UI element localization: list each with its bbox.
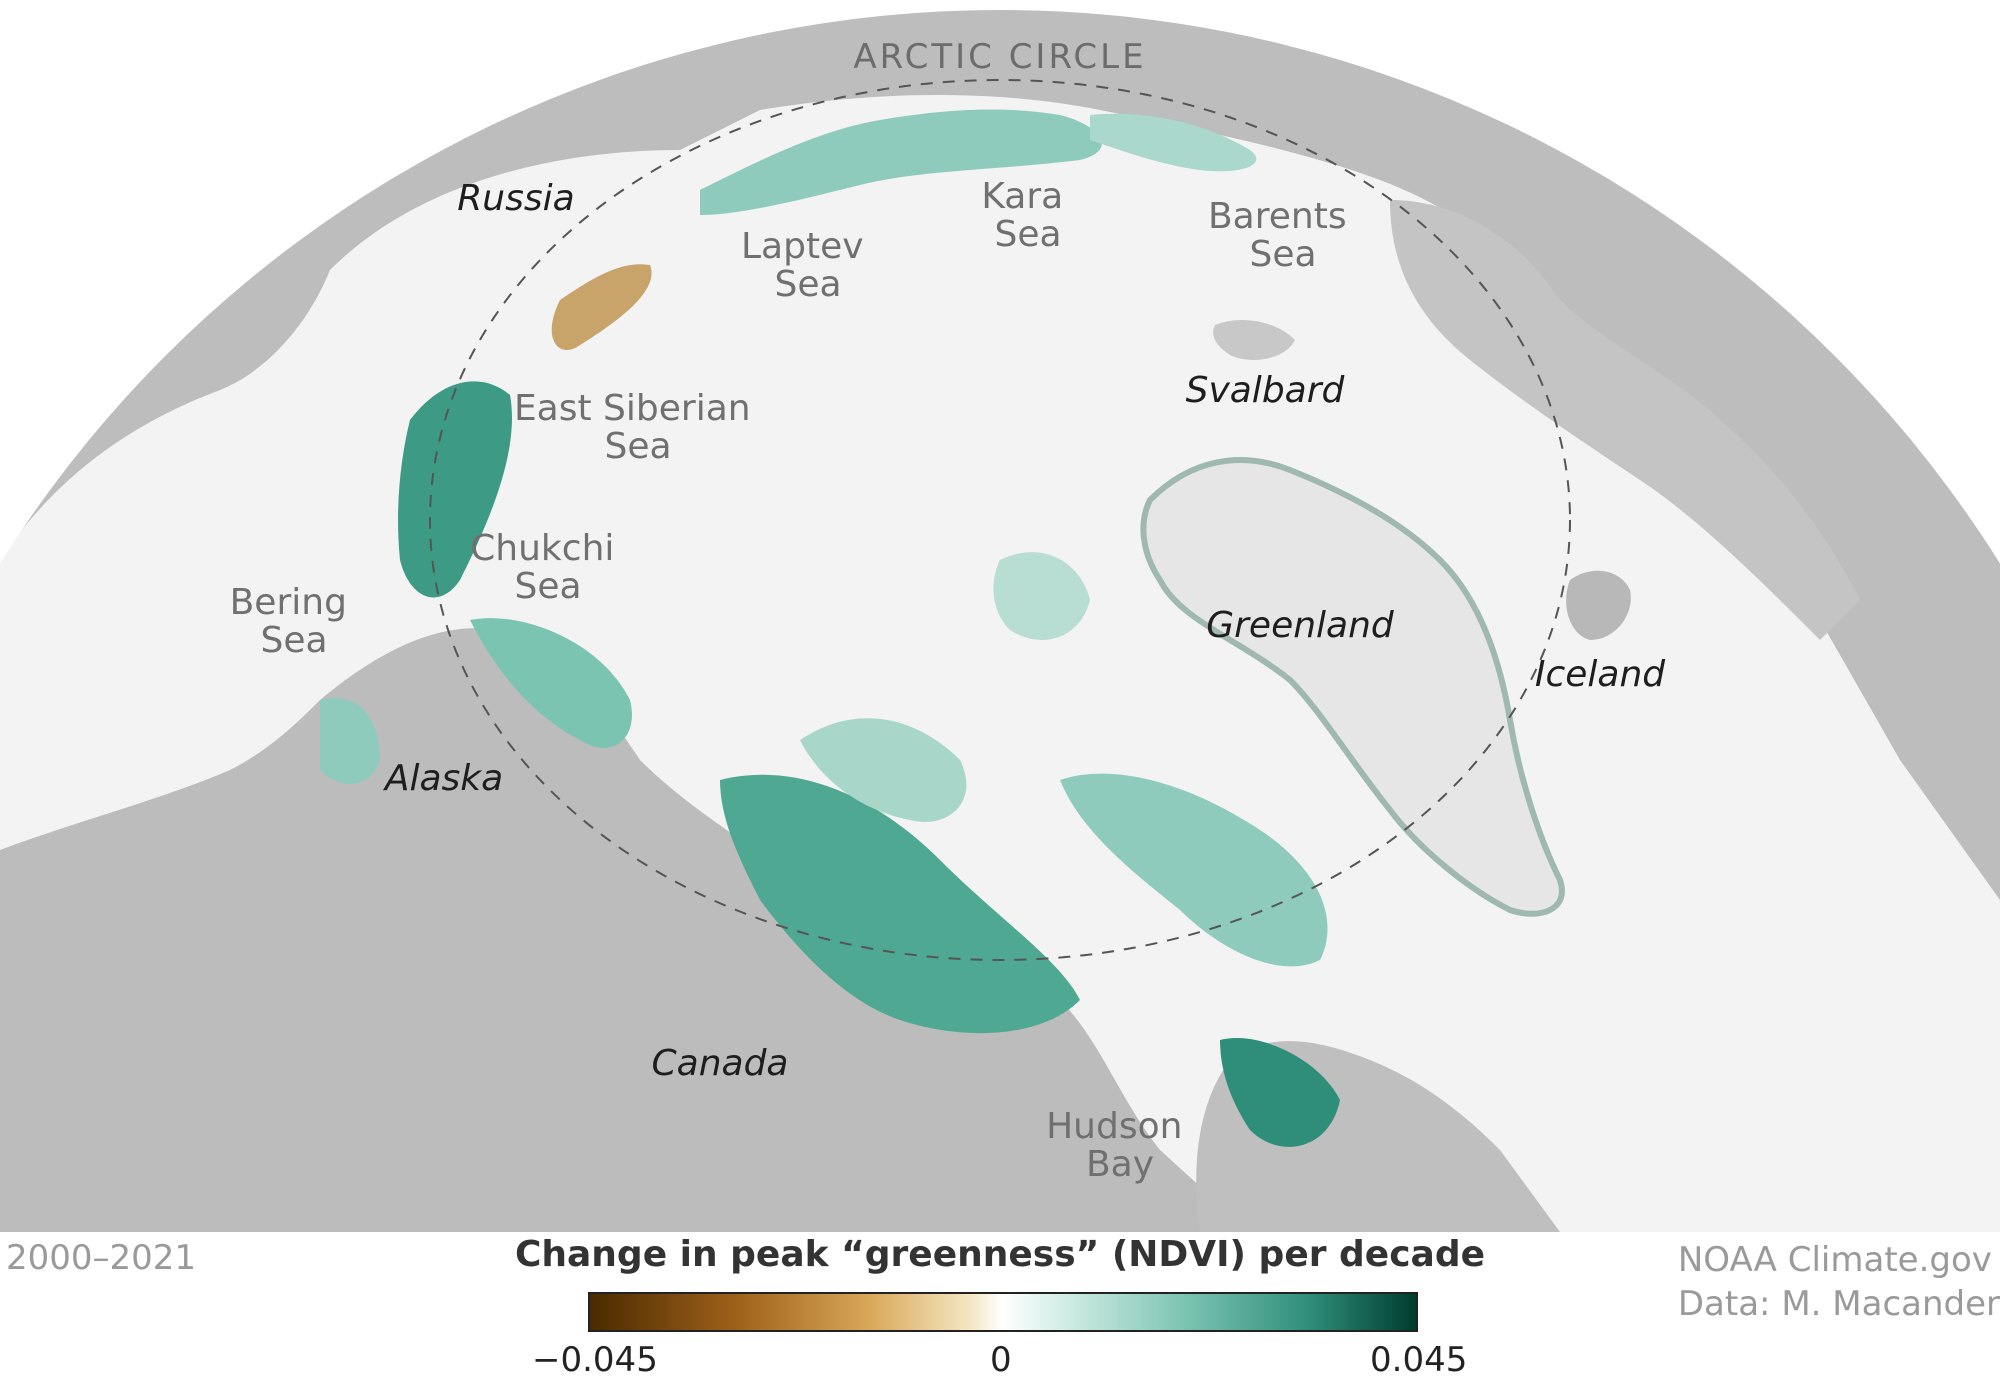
ndvi-north-america — [320, 552, 1340, 1147]
credit-data: Data: M. Macander — [1677, 1284, 2000, 1324]
colorbar-mid-label: 0 — [990, 1340, 1012, 1380]
arctic-circle-line — [429, 79, 1571, 961]
greenland-ice — [1140, 457, 1565, 917]
label-hudson-bay: Hudson Bay — [1046, 1106, 1194, 1185]
land-scandinavia — [1390, 200, 1860, 640]
colorbar-max-label: 0.045 — [1370, 1340, 1468, 1380]
label-iceland: Iceland — [1535, 654, 1666, 695]
land-north-america — [0, 628, 1250, 1232]
credit: NOAA Climate.gov Data: M. Macander — [1678, 1238, 2000, 1326]
legend-title: Change in peak “greenness” (NDVI) per de… — [514, 1234, 1486, 1275]
label-barents-sea: Barents Sea — [1208, 196, 1358, 275]
label-russia: Russia — [457, 178, 574, 219]
label-greenland: Greenland — [1206, 605, 1395, 646]
ndvi-russia — [398, 109, 1257, 598]
label-bering-sea: Bering Sea — [230, 582, 359, 661]
svalbard-land — [1213, 320, 1295, 360]
label-kara-sea: Kara Sea — [981, 176, 1074, 255]
iceland-land — [1566, 570, 1631, 640]
label-chukchi-sea: Chukchi Sea — [470, 528, 626, 607]
arctic-map: ARCTIC CIRCLE Russia Svalbard Greenland … — [0, 10, 2000, 1232]
label-svalbard: Svalbard — [1186, 370, 1346, 411]
land-russia — [0, 10, 2000, 900]
time-period: 2000–2021 — [6, 1238, 197, 1278]
arctic-circle-label: ARCTIC CIRCLE — [853, 37, 1146, 77]
label-alaska: Alaska — [383, 758, 503, 799]
ndvi-colorbar — [588, 1292, 1418, 1332]
credit-source: NOAA Climate.gov — [1677, 1240, 1992, 1280]
label-east-siberian-sea: East Siberian Sea — [514, 388, 762, 467]
colorbar-min-label: −0.045 — [532, 1340, 658, 1380]
label-canada: Canada — [652, 1043, 789, 1084]
label-laptev-sea: Laptev Sea — [741, 226, 875, 305]
